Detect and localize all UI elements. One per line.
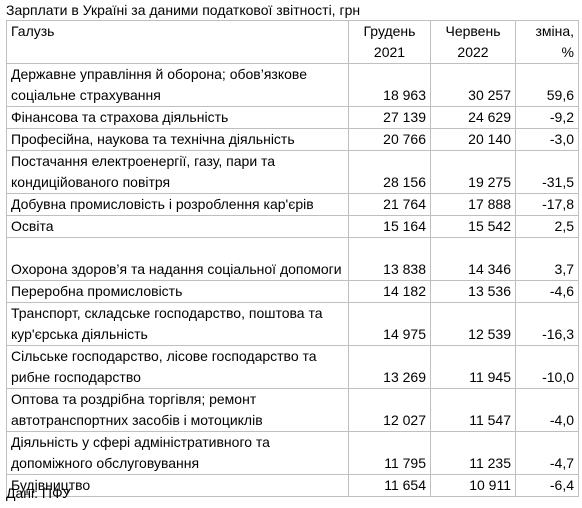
cell-change: -4,0 (515, 388, 579, 432)
cell-industry: Переробна промисловість (6, 280, 349, 303)
cell-dec-2021: 12 027 (348, 388, 431, 432)
table-row: Добувна промисловість і розроблення кар'… (6, 193, 579, 216)
table-row: Діяльність у сфері адміністративного та … (6, 431, 579, 475)
cell-change: -3,0 (515, 128, 579, 151)
cell-jun-2022: 17 888 (430, 193, 516, 216)
table-row: Постачання електроенергії, газу, пари та… (6, 150, 579, 194)
cell-industry: Діяльність у сфері адміністративного та … (6, 431, 349, 475)
cell-jun-2022: 13 536 (430, 280, 516, 303)
table-row: Фінансова та страхова діяльність 27 139 … (6, 106, 579, 129)
table-row: Сільське господарство, лісове господарст… (6, 345, 579, 389)
table-row: Професійна, наукова та технічна діяльніс… (6, 128, 579, 151)
table-row: Транспорт, складське господарство, пошто… (6, 302, 579, 346)
cell-jun-2022: 11 945 (430, 345, 516, 389)
cell-dec-2021: 15 164 (348, 215, 431, 238)
cell-industry: Транспорт, складське господарство, пошто… (6, 302, 349, 346)
cell-change: -6,4 (515, 474, 579, 497)
cell-jun-2022: 20 140 (430, 128, 516, 151)
cell-dec-2021: 18 963 (348, 63, 431, 107)
cell-change: 2,5 (515, 215, 579, 238)
table-row: Охорона здоров’я та надання соціальної д… (6, 237, 579, 281)
header-change-unit: % (561, 44, 574, 60)
table-row: Переробна промисловість 14 182 13 536 -4… (6, 280, 579, 303)
header-change-percent: зміна, % (515, 20, 579, 64)
table-row: Будівництво 11 654 10 911 -6,4 (6, 474, 579, 497)
header-dec-year: 2021 (373, 44, 406, 60)
cell-dec-2021: 21 764 (348, 193, 431, 216)
cell-dec-2021: 11 654 (348, 474, 431, 497)
data-source-note: Дані: ПФУ (6, 485, 71, 501)
header-dec-month: Грудень (363, 23, 416, 39)
cell-jun-2022: 12 539 (430, 302, 516, 346)
cell-dec-2021: 20 766 (348, 128, 431, 151)
cell-change: -10,0 (515, 345, 579, 389)
cell-industry: Постачання електроенергії, газу, пари та… (6, 150, 349, 194)
table-row: Освіта 15 164 15 542 2,5 (6, 215, 579, 238)
cell-dec-2021: 28 156 (348, 150, 431, 194)
table-row: Оптова та роздрібна торгівля; ремонт авт… (6, 388, 579, 432)
cell-change: -16,3 (515, 302, 579, 346)
cell-jun-2022: 24 629 (430, 106, 516, 129)
cell-industry: Добувна промисловість і розроблення кар'… (6, 193, 349, 216)
table-row: Державне управління й оборона; обов’язко… (6, 63, 579, 107)
cell-change: -4,7 (515, 431, 579, 475)
cell-industry: Фінансова та страхова діяльність (6, 106, 349, 129)
cell-jun-2022: 15 542 (430, 215, 516, 238)
header-jun-month: Червень (445, 23, 501, 39)
cell-industry: Сільське господарство, лісове господарст… (6, 345, 349, 389)
cell-industry: Професійна, наукова та технічна діяльніс… (6, 128, 349, 151)
header-june-2022: Червень 2022 (430, 20, 516, 64)
cell-jun-2022: 14 346 (430, 237, 516, 281)
header-december-2021: Грудень 2021 (348, 20, 431, 64)
header-industry-label: Галузь (11, 23, 55, 39)
cell-jun-2022: 19 275 (430, 150, 516, 194)
cell-industry: Державне управління й оборона; обов’язко… (6, 63, 349, 107)
table-header-row: Галузь Грудень 2021 Червень 2022 зміна, … (6, 20, 579, 64)
cell-industry: Освіта (6, 215, 349, 238)
cell-dec-2021: 14 182 (348, 280, 431, 303)
cell-dec-2021: 27 139 (348, 106, 431, 129)
table-title: Зарплати в Україні за даними податкової … (6, 2, 361, 18)
header-industry: Галузь (6, 20, 349, 64)
cell-change: -9,2 (515, 106, 579, 129)
cell-change: 59,6 (515, 63, 579, 107)
cell-dec-2021: 13 838 (348, 237, 431, 281)
cell-jun-2022: 10 911 (430, 474, 516, 497)
cell-industry: Охорона здоров’я та надання соціальної д… (6, 237, 349, 281)
cell-industry: Оптова та роздрібна торгівля; ремонт авт… (6, 388, 349, 432)
cell-dec-2021: 13 269 (348, 345, 431, 389)
cell-jun-2022: 30 257 (430, 63, 516, 107)
cell-change: -17,8 (515, 193, 579, 216)
cell-dec-2021: 14 975 (348, 302, 431, 346)
cell-dec-2021: 11 795 (348, 431, 431, 475)
header-jun-year: 2022 (457, 44, 489, 60)
cell-jun-2022: 11 235 (430, 431, 516, 475)
cell-jun-2022: 11 547 (430, 388, 516, 432)
header-change-label: зміна, (535, 23, 574, 39)
salary-table: Галузь Грудень 2021 Червень 2022 зміна, … (6, 20, 579, 497)
cell-industry: Будівництво (6, 474, 349, 497)
cell-change: 3,7 (515, 237, 579, 281)
cell-change: -4,6 (515, 280, 579, 303)
cell-change: -31,5 (515, 150, 579, 194)
